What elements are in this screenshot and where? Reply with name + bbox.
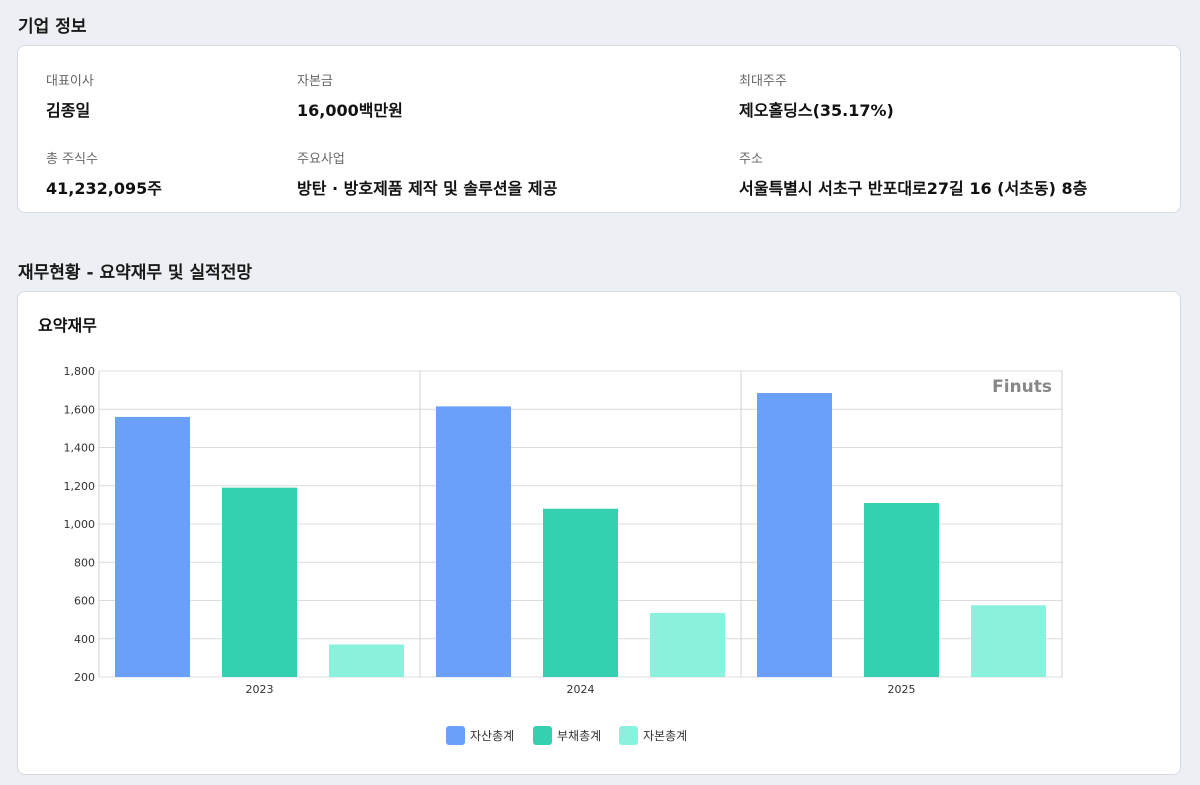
info-main-business: 주요사업 방탄 · 방호제품 제작 및 솔루션을 제공 [297,148,557,199]
y-tick-label: 1,800 [64,365,96,378]
company-info-card: 대표이사 김종일 자본금 16,000백만원 최대주주 제오홀딩스(35.17%… [17,45,1181,213]
info-label: 자본금 [297,74,333,89]
y-tick-label: 200 [74,671,95,684]
x-tick-label: 2023 [246,683,274,696]
y-tick-label: 1,400 [64,442,96,455]
y-tick-label: 1,600 [64,403,96,416]
info-major-shareholder: 최대주주 제오홀딩스(35.17%) [739,70,894,121]
info-label: 주소 [739,152,763,167]
bar-자산총계-2025 [757,392,832,677]
bar-자산총계-2023 [115,416,190,677]
info-label: 총 주식수 [46,152,98,167]
x-tick-label: 2024 [567,683,595,696]
watermark-text: Finuts [992,377,1052,397]
info-ceo: 대표이사 김종일 [46,70,94,121]
info-value: 방탄 · 방호제품 제작 및 솔루션을 제공 [297,179,558,198]
info-label: 주요사업 [297,152,345,167]
legend-label: 부채총계 [557,729,601,743]
info-value: 16,000백만원 [297,101,403,120]
bar-자본총계-2024 [650,612,725,677]
summary-finance-chart: 200 400 600 800 1,000 1,200 1,400 1,600 1,800 202… [64,365,1063,745]
info-total-shares: 총 주식수 41,232,095주 [46,148,162,199]
y-tick-label: 600 [74,595,95,608]
bar-부채총계-2023 [222,487,297,677]
y-tick-label: 1,000 [64,518,96,531]
finance-card: 요약재무 200 400 600 800 1,000 1,200 1,400 1,600 1,8… [17,291,1181,775]
info-capital: 자본금 16,000백만원 [297,70,403,121]
y-tick-label: 1,200 [64,480,96,493]
bar-자산총계-2024 [436,406,511,677]
info-value: 김종일 [46,101,91,120]
bar-부채총계-2025 [864,502,939,677]
legend-swatch [619,726,638,745]
bar-자본총계-2025 [971,605,1046,677]
legend-label: 자본총계 [643,729,687,743]
info-label: 최대주주 [739,74,787,89]
info-value: 41,232,095주 [46,179,162,198]
bar-자본총계-2023 [329,644,404,677]
x-tick-label: 2025 [888,683,916,696]
legend-swatch [446,726,465,745]
y-tick-label: 800 [74,556,95,569]
chart-title: 요약재무 [38,316,97,335]
y-tick-label: 400 [74,633,95,646]
info-value: 서울특별시 서초구 반포대로27길 16 (서초동) 8층 [739,179,1088,198]
company-info-heading: 기업 정보 [18,17,87,37]
legend-label: 자산총계 [470,729,514,743]
info-address: 주소 서울특별시 서초구 반포대로27길 16 (서초동) 8층 [739,148,1087,199]
info-value: 제오홀딩스(35.17%) [739,101,894,120]
finance-heading: 재무현황 - 요약재무 및 실적전망 [18,263,253,283]
bar-부채총계-2024 [543,508,618,677]
legend-swatch [533,726,552,745]
info-label: 대표이사 [46,74,94,89]
